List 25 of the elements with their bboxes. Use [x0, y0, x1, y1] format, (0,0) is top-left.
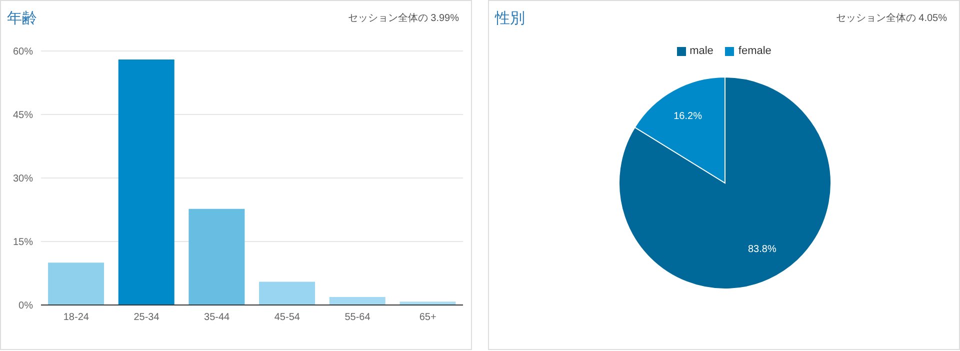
data-label: 16.2%: [674, 110, 702, 122]
data-label: 83.8%: [748, 244, 776, 256]
x-tick-label: 25-34: [134, 312, 160, 324]
y-tick-label: 15%: [12, 237, 34, 248]
chart-subtitle: セッション全体の 3.99%: [348, 12, 459, 25]
y-tick-label: 60%: [12, 46, 34, 58]
text: セッション全体の 4.05%: [836, 12, 947, 25]
bar: [188, 208, 245, 305]
bar: [118, 59, 174, 305]
y-tick-label: 45%: [12, 110, 34, 122]
x-tick-label: 55-64: [344, 312, 371, 324]
chart-title: 性別: [495, 9, 525, 28]
y-tick-label: 30%: [12, 174, 34, 185]
x-tick-label: 45-54: [274, 312, 300, 324]
bar: [329, 296, 386, 305]
bar: [259, 282, 316, 305]
bar: [48, 262, 104, 305]
y-tick-label: 0%: [18, 300, 34, 312]
x-tick-label: 35-44: [204, 312, 230, 324]
chart-title: 年齢: [7, 9, 37, 28]
legend-label: male: [690, 45, 714, 57]
x-tick-label: 18-24: [63, 312, 90, 324]
x-tick-label: 65+: [419, 312, 436, 324]
pie-slice: [618, 76, 832, 290]
legend-label: female: [738, 45, 772, 57]
